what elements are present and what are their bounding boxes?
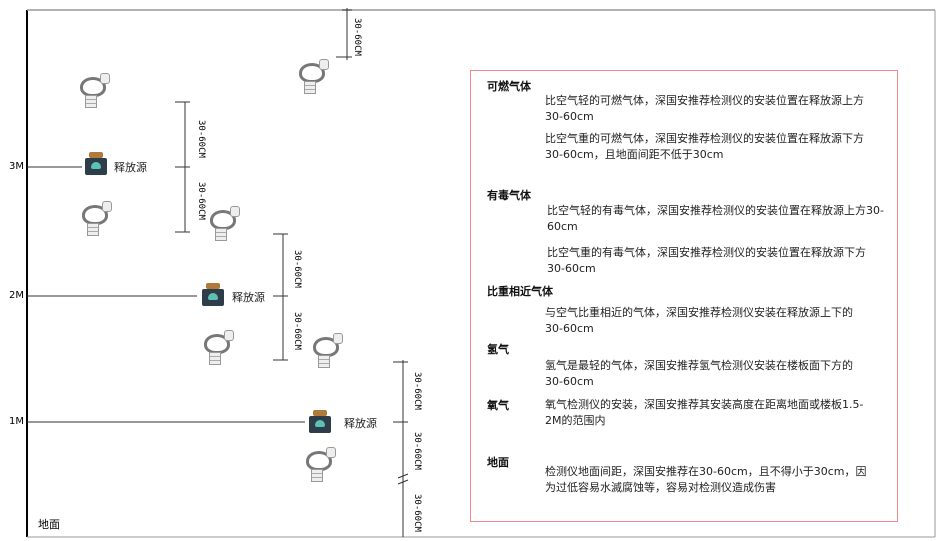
- legend-box: 可燃气体 比空气轻的可燃气体，深国安推荐检测仪的安装位置在释放源上方30-60c…: [470, 70, 898, 522]
- release-source-icon: [83, 152, 109, 176]
- gas-detector-icon: [202, 330, 234, 365]
- dimension-label: 30-60CM: [412, 432, 422, 470]
- section-text: 氧气检测仪的安装，深国安推荐其安装高度在距离地面或楼板1.5-2M的范围内: [545, 398, 864, 427]
- section-text: 比空气轻的有毒气体，深国安推荐检测仪的安装位置在释放源上方30-60cm: [547, 204, 884, 233]
- dimension-label: 30-60CM: [412, 494, 422, 532]
- section-text: 检测仪地面间距，深国安推荐在30-60cm，且不得小于30cm，因为过低容易水滅…: [545, 465, 867, 494]
- gas-detector-icon: [297, 59, 329, 94]
- ground-label: 地面: [38, 518, 60, 531]
- gas-detector-icon: [304, 447, 336, 482]
- section-text: 比空气轻的可燃气体，深国安推荐检测仪的安装位置在释放源上方30-60cm: [545, 94, 864, 123]
- level-3m: 3M: [9, 161, 24, 172]
- section-text: 比空气重的有毒气体，深国安推荐检测仪的安装位置在释放源下方30-60cm: [547, 246, 866, 275]
- section-title: 可燃气体: [487, 80, 531, 93]
- section-text: 氢气是最轻的气体，深国安推荐氢气检测仪安装在楼板面下方的30-60cm: [545, 359, 853, 388]
- source-label: 释放源: [114, 161, 147, 174]
- gas-detector-icon: [80, 201, 112, 236]
- level-2m: 2M: [9, 290, 24, 301]
- section-text: 比空气重的可燃气体，深国安推荐检测仪的安装位置在释放源下方30-60cm，且地面…: [545, 132, 864, 161]
- gas-detector-icon: [311, 333, 343, 368]
- section-title: 有毒气体: [487, 189, 531, 202]
- section-title: 氧气: [487, 399, 509, 412]
- dimension-label: 30-60CM: [352, 18, 362, 56]
- dimension-label: 30-60CM: [292, 250, 302, 288]
- gas-detector-icon: [78, 73, 110, 108]
- dimension-label: 30-60CM: [196, 120, 206, 158]
- dimension-label: 30-60CM: [292, 312, 302, 350]
- dimension-label: 30-60CM: [412, 372, 422, 410]
- release-source-icon: [200, 283, 226, 307]
- source-label: 释放源: [232, 291, 265, 304]
- level-1m: 1M: [9, 416, 24, 427]
- release-source-icon: [307, 410, 333, 434]
- section-title: 比重相近气体: [487, 285, 553, 298]
- section-text: 与空气比重相近的气体，深国安推荐检测仪安装在释放源上下的30-60cm: [545, 306, 853, 335]
- source-label: 释放源: [344, 417, 377, 430]
- dimension-label: 30-60CM: [196, 182, 206, 220]
- section-title: 地面: [487, 456, 509, 469]
- section-title: 氢气: [487, 343, 509, 356]
- gas-detector-icon: [208, 206, 240, 241]
